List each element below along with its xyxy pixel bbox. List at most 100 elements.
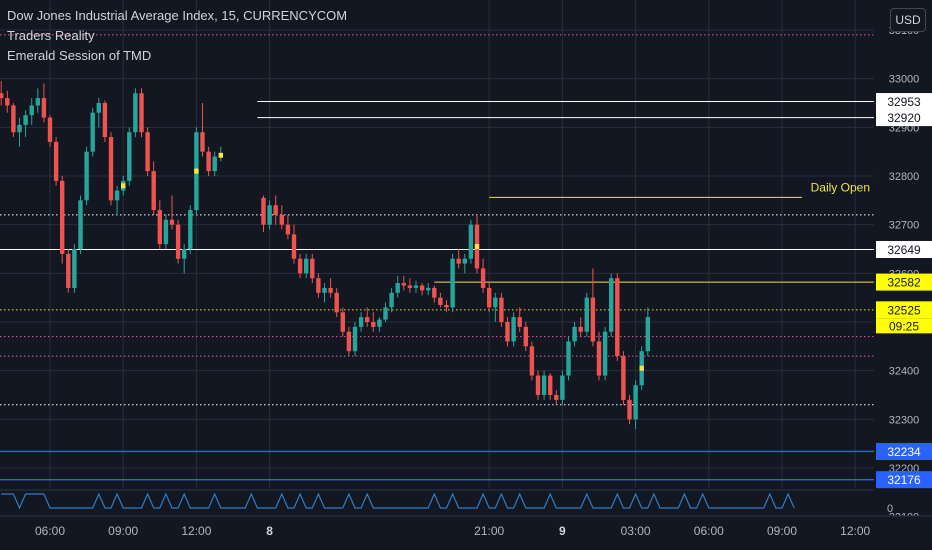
candle-body [127,132,132,181]
countdown-label: 09:25 [889,319,919,333]
candle [419,283,425,296]
indicator-emerald-session[interactable]: Emerald Session of TMD [7,48,152,63]
price-badge-32920: 32920 [876,109,932,127]
candle [53,137,59,186]
candle-body [401,283,406,286]
indicator-traders-reality[interactable]: Traders Reality [7,28,95,43]
candle-body [383,307,388,320]
candle [194,127,199,215]
time-tick-label: 12:00 [181,524,211,538]
candle [322,283,327,303]
candle [621,351,626,405]
countdown-bg [876,318,932,334]
candle [84,146,89,206]
price-badge-32176: 32176 [876,471,932,489]
candle-body [279,214,284,225]
candle-body [371,322,376,327]
candle-body [554,395,559,400]
candle [639,346,644,391]
candle [401,275,406,291]
currency-button[interactable]: USD [890,8,926,32]
candle [432,285,437,303]
candle-body [17,124,22,133]
candle [0,81,4,106]
price-badge-bg [876,93,932,111]
candle-body [273,205,278,215]
candle-body [291,234,297,259]
candle [206,146,211,176]
candle [468,219,474,264]
candle-body [310,258,315,279]
candle [346,326,352,357]
candle [96,98,101,128]
candle-body [297,258,303,274]
candle [596,331,602,381]
candle [609,273,614,337]
candle [310,253,315,284]
candle [72,244,77,293]
candle [35,88,40,113]
price-badge-bg [876,442,932,460]
price-badge-32649: 32649 [876,240,932,258]
candle [163,214,169,249]
candle-body [188,210,193,249]
candle-marker [218,152,223,158]
candle [444,300,449,313]
time-axis[interactable]: 06:00 09:00 12:00 8 21:00 9 03:00 06:00 09:00 12:… [0,515,932,550]
candle-body [566,341,571,376]
price-tick-label: 32800 [889,171,920,183]
price-tick-label: 32400 [889,366,920,378]
candle-body [11,105,16,133]
price-badge-bg [876,301,932,319]
candle-body [108,137,114,201]
candle-body [444,304,449,308]
candle-body [206,151,211,172]
candle-body [493,297,498,308]
candle-body [334,292,339,313]
candle-body [572,326,577,342]
candle [487,283,492,313]
candle-body [151,171,156,211]
candle [352,322,358,357]
candle [304,253,309,279]
candle-marker [194,168,199,174]
candle [90,107,95,157]
candle-body [352,326,358,352]
candle-body [78,200,83,249]
candle [188,205,193,254]
price-badge-label: 32176 [887,473,921,487]
candle-body [261,197,266,225]
candle-body [90,112,95,152]
candle [151,161,156,215]
level-lines: Daily Open [0,34,874,481]
candle-body [596,341,602,376]
candle [645,307,650,357]
chart-legend: Dow Jones Industrial Average Index, 15, … [7,6,347,66]
time-tick-label: 9 [559,524,566,538]
symbol-title[interactable]: Dow Jones Industrial Average Index, 15, … [7,8,348,23]
candle [5,90,10,113]
time-tick-label: 06:00 [35,524,65,538]
candle-body [511,317,516,342]
osc-line [1,492,795,510]
candle [17,117,22,147]
candle-body [505,322,510,342]
candles [0,81,650,430]
candle [218,146,223,162]
candle-body [145,132,150,172]
candle-body [200,132,205,152]
candle [407,278,413,293]
oscillator-pane [0,489,874,510]
candle [511,312,516,347]
candle [23,110,28,138]
candle-body [578,326,583,332]
candle-body [157,210,162,245]
time-tick-label: 09:00 [108,524,138,538]
candle [139,88,144,138]
candle [505,317,510,347]
candle [60,176,65,264]
price-badge-bg [876,471,932,489]
candle [462,253,467,274]
candle-body [23,115,28,125]
